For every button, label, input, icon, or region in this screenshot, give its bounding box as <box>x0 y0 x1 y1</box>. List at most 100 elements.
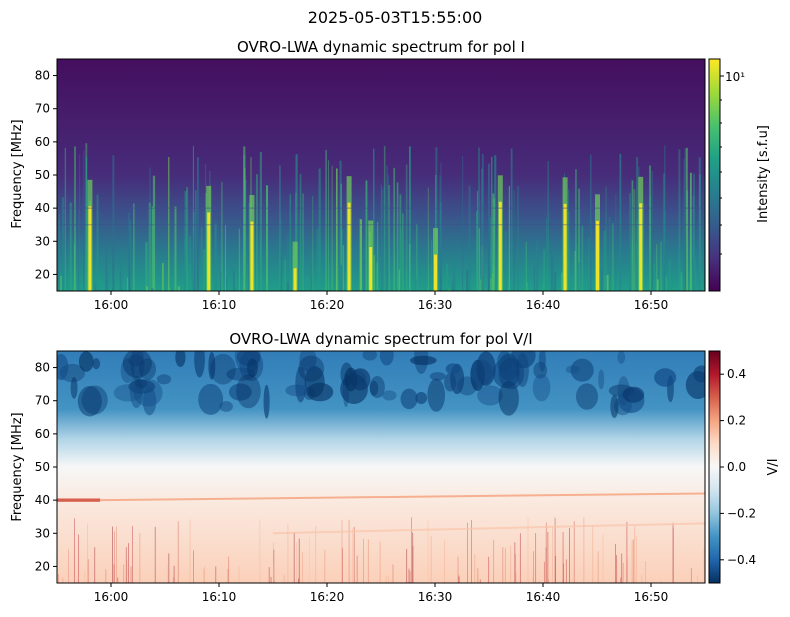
spectrum-streak <box>284 259 287 291</box>
polarized-patch <box>427 378 446 412</box>
positive-streak <box>390 580 392 583</box>
polarized-patch <box>228 383 252 401</box>
positive-streak <box>193 550 194 583</box>
positive-streak <box>477 568 479 583</box>
spectrum-streak <box>381 189 383 291</box>
positive-streak <box>268 567 270 583</box>
spectrum-streak <box>444 287 447 291</box>
spectrum-streak <box>393 167 396 291</box>
positive-streak <box>583 517 585 583</box>
spectrum-streak <box>568 271 571 291</box>
burst-glow <box>292 241 298 291</box>
polarized-patch <box>369 380 379 396</box>
spectrum-streak <box>547 161 549 291</box>
spectrum-streak <box>517 186 519 291</box>
spectrum-streak <box>615 286 618 291</box>
spectrum-streak <box>177 286 180 291</box>
spectrum-streak <box>330 277 332 291</box>
positive-streak <box>535 533 537 583</box>
spectrum-streak <box>373 255 375 291</box>
polarized-patch <box>303 387 316 401</box>
y-tick-label: 50 <box>35 168 50 182</box>
spectrum-streak <box>265 185 269 291</box>
positive-streak <box>130 566 132 583</box>
spectrum-streak <box>174 206 177 291</box>
spectrum-streak <box>299 173 302 291</box>
positive-streak <box>341 519 343 583</box>
spectrum-streak <box>451 281 454 291</box>
positive-streak <box>547 579 549 583</box>
polarized-patch <box>57 353 69 381</box>
spectrum-streak <box>226 277 228 291</box>
positive-streak <box>636 536 637 583</box>
spectrum-streak <box>203 249 206 291</box>
panel-stokes-v: OVRO-LWA dynamic spectrum for pol V/I 16… <box>10 330 781 604</box>
burst-core <box>88 206 92 291</box>
positive-streak <box>87 559 89 583</box>
spectrum-streak <box>633 189 636 291</box>
positive-streak <box>128 543 129 583</box>
positive-streak <box>367 539 369 583</box>
spectrum-streak <box>481 168 484 291</box>
polarized-patch <box>498 357 524 390</box>
polarized-patch <box>128 354 144 367</box>
spectrum-streak <box>680 272 683 291</box>
band-drift <box>100 492 705 502</box>
spectrum-streak <box>259 151 262 291</box>
stokes-v-colorbar: −0.4 −0.2 0.0 0.2 0.4 <box>708 350 756 584</box>
spectrum-streak <box>662 173 666 291</box>
positive-streak <box>562 580 564 583</box>
spectrum-streak <box>649 196 651 291</box>
positive-streak <box>298 538 300 583</box>
positive-streak <box>315 526 317 583</box>
spectrum-streak <box>518 287 520 291</box>
spectrum-streak <box>578 262 580 291</box>
polarized-patch <box>598 369 605 390</box>
spectrum-streak <box>280 219 283 291</box>
x-tick-label: 16:20 <box>310 298 345 312</box>
positive-streak <box>408 568 410 583</box>
polarized-patch <box>350 368 371 391</box>
spectrum-streak <box>151 206 154 291</box>
polarized-patch <box>532 373 551 402</box>
spectrum-streak <box>287 234 289 291</box>
positive-streak <box>126 560 128 583</box>
panel-1-title: OVRO-LWA dynamic spectrum for pol I <box>237 38 525 56</box>
positive-streak <box>177 521 179 583</box>
spectrum-streak <box>635 242 638 291</box>
polarized-patch <box>120 358 135 383</box>
spectrum-streak <box>192 145 194 291</box>
positive-streak <box>634 526 636 583</box>
positive-streak <box>514 542 516 583</box>
spectrum-streak <box>340 183 342 291</box>
spectrum-streak <box>302 193 304 291</box>
positive-streak <box>427 520 429 583</box>
y-tick-label: 70 <box>35 102 50 116</box>
spectrum-streak <box>489 217 492 291</box>
spectrum-streak <box>128 221 131 291</box>
figure-suptitle: 2025-05-03T15:55:00 <box>308 8 483 27</box>
positive-streak <box>112 526 113 583</box>
burst-core <box>250 221 254 291</box>
positive-streak <box>117 577 119 583</box>
spectrum-streak <box>256 174 258 291</box>
spectrum-streak <box>58 220 60 291</box>
spectrum-streak <box>427 187 429 291</box>
colorbar-gradient <box>708 350 721 584</box>
positive-streak <box>324 549 326 583</box>
positive-streak <box>532 577 534 583</box>
spectrum-streak <box>439 175 441 291</box>
positive-streak <box>502 547 504 583</box>
spectrum-streak <box>525 241 527 291</box>
positive-streak <box>228 556 230 583</box>
positive-streak <box>123 564 125 583</box>
positive-streak <box>62 577 64 583</box>
positive-streak <box>168 553 170 583</box>
spectrum-streak <box>560 272 563 291</box>
spectrum-streak <box>552 257 554 291</box>
spectrum-streak <box>105 250 108 291</box>
positive-streak <box>125 547 127 583</box>
polarized-patch <box>477 385 503 406</box>
spectrum-streak <box>168 157 170 291</box>
spectrum-streak <box>430 239 433 291</box>
